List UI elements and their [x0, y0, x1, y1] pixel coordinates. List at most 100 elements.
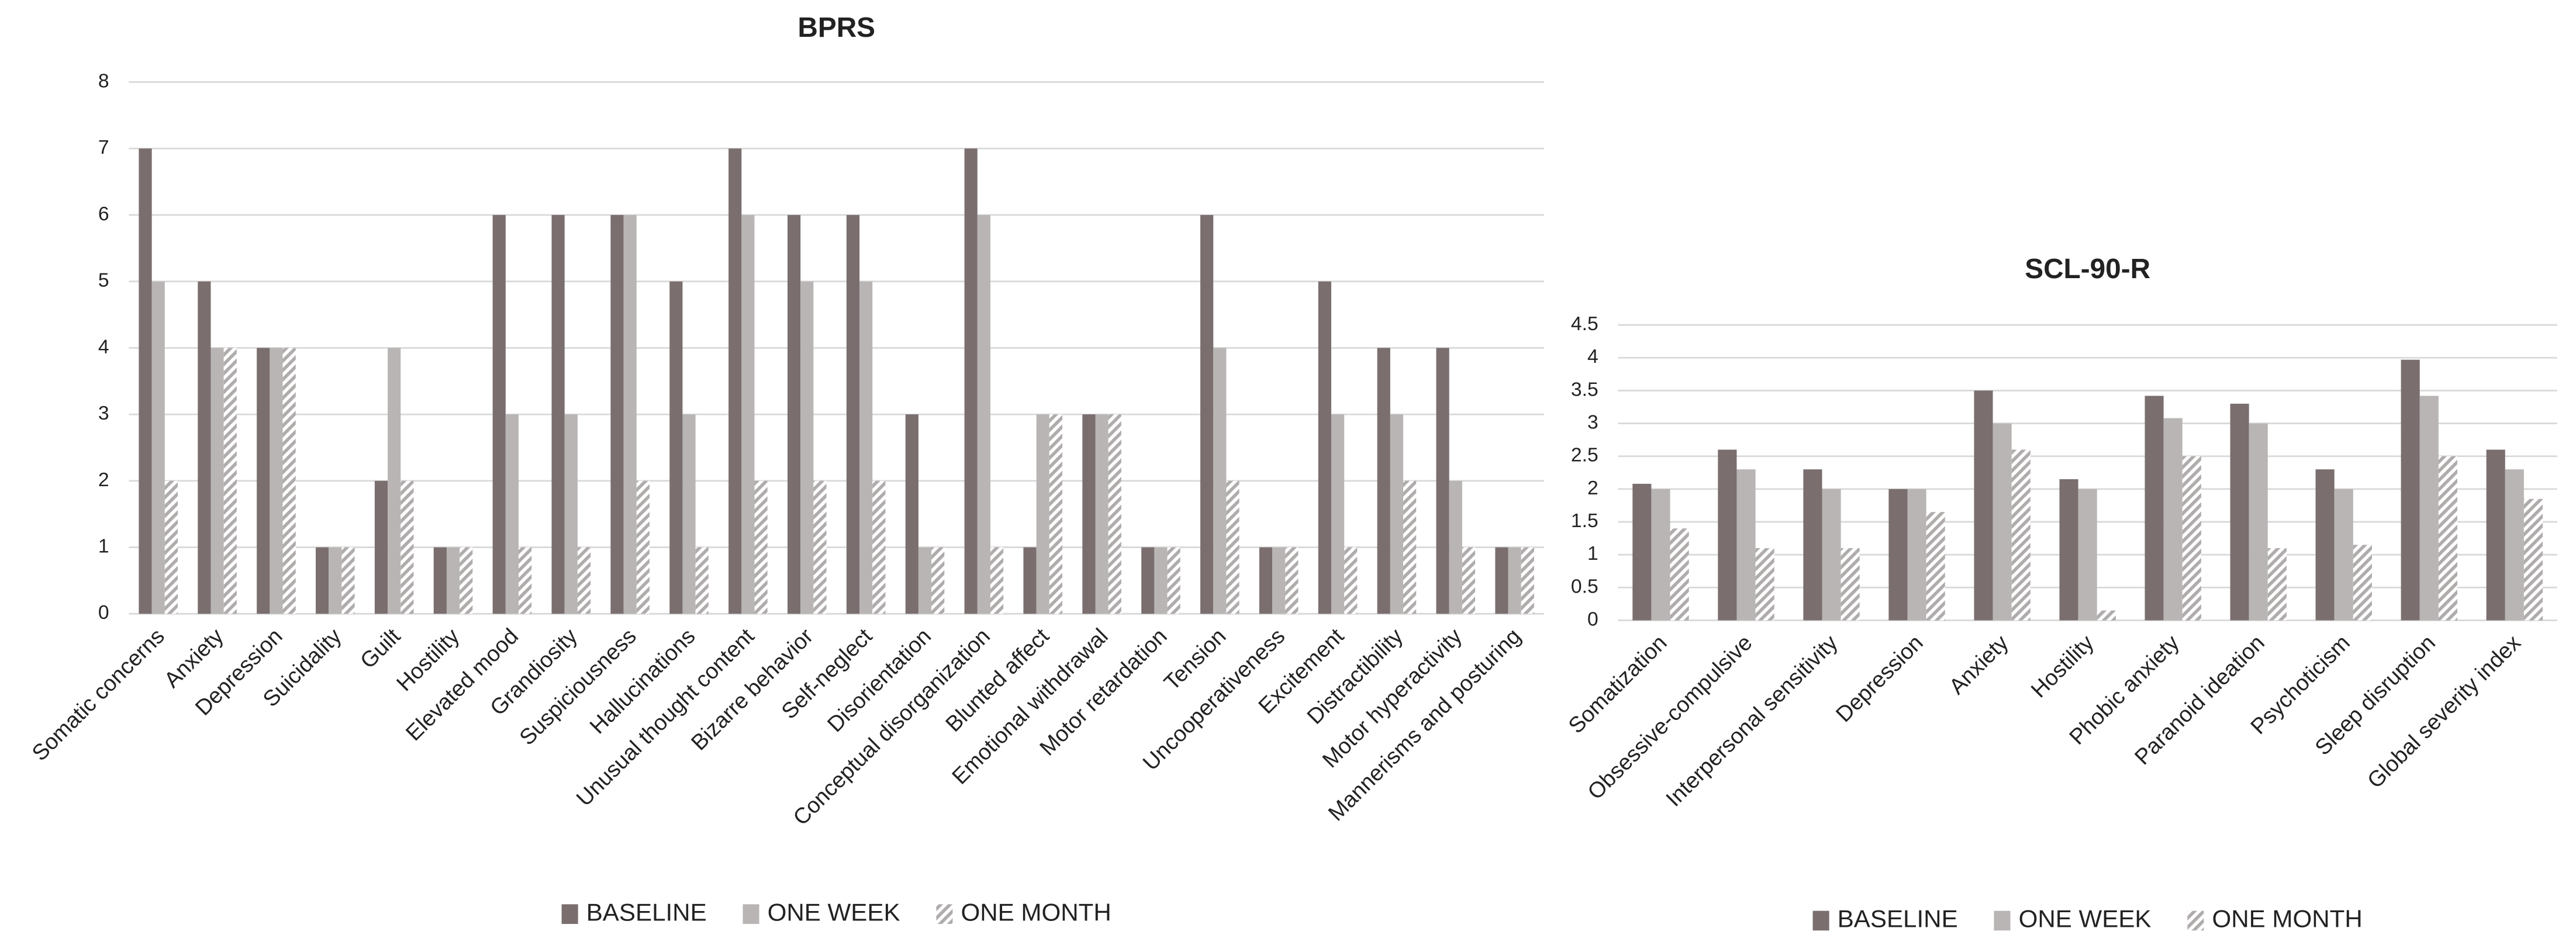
- legend-label: ONE WEEK: [2019, 905, 2152, 933]
- bar: [564, 414, 578, 614]
- bar: [695, 547, 709, 614]
- y-tick-label: 5: [98, 269, 109, 292]
- bar: [1318, 281, 1331, 614]
- bar: [1803, 469, 1822, 621]
- bar: [446, 547, 460, 614]
- y-tick-label: 2: [1587, 477, 1598, 499]
- bar: [577, 547, 591, 614]
- bar: [1755, 548, 1774, 621]
- bar: [1226, 480, 1239, 614]
- bar: [1213, 348, 1227, 614]
- bar: [374, 480, 388, 614]
- legend-swatch: [1812, 910, 1829, 931]
- bar: [400, 480, 414, 614]
- bar: [741, 214, 755, 614]
- bar: [1888, 489, 1908, 621]
- y-tick-label: 3: [1587, 411, 1598, 433]
- bar: [198, 281, 211, 614]
- bar: [1670, 528, 1689, 621]
- legend-label: BASELINE: [586, 898, 707, 926]
- bar: [388, 348, 401, 614]
- bar: [813, 480, 827, 614]
- legend-swatch: [936, 904, 953, 924]
- bar: [990, 547, 1004, 614]
- bar: [1377, 348, 1390, 614]
- y-tick-label: 2.5: [1571, 444, 1598, 466]
- bar: [728, 148, 742, 614]
- bar: [433, 547, 447, 614]
- bar: [1907, 489, 1926, 621]
- y-tick-label: 4: [1587, 345, 1598, 368]
- bar: [2267, 548, 2287, 621]
- bar: [1993, 423, 2012, 621]
- bar: [2145, 396, 2164, 621]
- bar: [270, 348, 283, 614]
- bar: [2163, 418, 2183, 621]
- bar: [1718, 449, 1737, 621]
- legend: BASELINE ONE WEEK ONE MONTH: [561, 898, 1111, 926]
- bar: [2097, 610, 2116, 621]
- legend-label: BASELINE: [1838, 905, 1958, 933]
- chart-title: BPRS: [797, 12, 875, 43]
- bar: [1974, 390, 1993, 621]
- legend-swatch: [561, 904, 578, 924]
- bar: [636, 480, 650, 614]
- bar: [316, 547, 329, 614]
- y-tick-label: 2: [98, 469, 109, 491]
- bar: [2315, 469, 2335, 621]
- bar: [2182, 456, 2201, 621]
- bar: [872, 480, 886, 614]
- bar: [918, 547, 932, 614]
- y-tick-label: 1: [98, 535, 109, 557]
- bar: [164, 480, 178, 614]
- bar: [1049, 414, 1063, 614]
- bar: [1736, 469, 1756, 621]
- bar: [329, 547, 342, 614]
- bar: [859, 281, 873, 614]
- bar: [1331, 414, 1345, 614]
- bar: [282, 348, 296, 614]
- bar: [1272, 547, 1286, 614]
- bar: [2078, 489, 2097, 621]
- bar: [1390, 414, 1404, 614]
- bar: [1841, 548, 1860, 621]
- y-tick-label: 7: [98, 136, 109, 158]
- bar: [223, 348, 237, 614]
- bar: [754, 480, 768, 614]
- y-tick-label: 4: [98, 335, 109, 358]
- legend-swatch: [1994, 910, 2011, 931]
- bar: [460, 547, 473, 614]
- bar: [1023, 547, 1037, 614]
- bar: [1095, 414, 1109, 614]
- bar: [1200, 214, 1214, 614]
- bar: [151, 281, 165, 614]
- bar: [1462, 547, 1476, 614]
- bar: [1259, 547, 1273, 614]
- bar: [1521, 547, 1534, 614]
- y-tick-label: 1: [1587, 542, 1598, 564]
- bar: [1449, 480, 1462, 614]
- y-tick-label: 3: [98, 402, 109, 424]
- bar: [2401, 359, 2420, 621]
- bar: [669, 281, 683, 614]
- bar: [2059, 479, 2078, 621]
- bar: [1344, 547, 1358, 614]
- bar: [210, 348, 224, 614]
- bar: [341, 547, 355, 614]
- bar: [2505, 469, 2524, 621]
- chart-title: SCL-90-R: [2025, 254, 2150, 285]
- bar: [2011, 449, 2031, 621]
- bar: [610, 214, 624, 614]
- bar: [492, 214, 506, 614]
- bar: [2438, 456, 2458, 621]
- bar: [846, 214, 860, 614]
- bar: [519, 547, 532, 614]
- legend-label: ONE MONTH: [961, 898, 1111, 926]
- bar: [1926, 512, 1945, 621]
- bar: [905, 414, 918, 614]
- legend: BASELINE ONE WEEK ONE MONTH: [1812, 905, 2363, 933]
- y-tick-label: 1.5: [1571, 510, 1598, 532]
- bar: [623, 214, 637, 614]
- bar: [800, 281, 814, 614]
